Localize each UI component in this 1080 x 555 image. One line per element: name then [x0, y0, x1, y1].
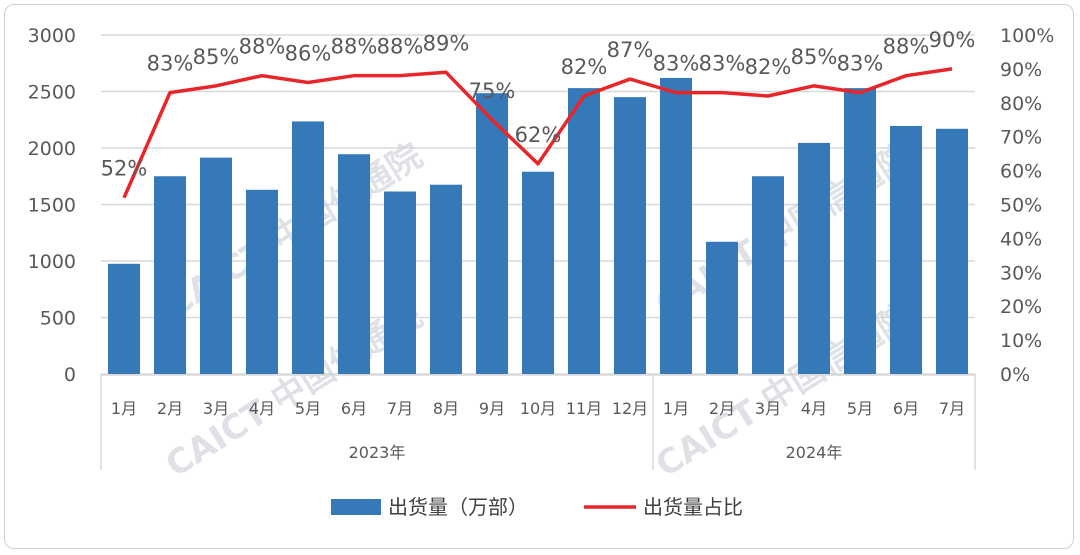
bar — [154, 176, 186, 374]
category-label: 4月 — [249, 399, 275, 418]
category-label: 9月 — [479, 399, 505, 418]
bar — [476, 93, 508, 374]
data-label: 83% — [699, 52, 746, 76]
data-label: 89% — [423, 31, 470, 55]
right-tick-label: 30% — [1000, 262, 1042, 284]
right-tick-label: 0% — [1000, 364, 1030, 386]
bar — [752, 176, 784, 374]
left-tick-label: 1500 — [28, 195, 76, 217]
category-label: 11月 — [566, 399, 602, 418]
left-tick-label: 2500 — [28, 82, 76, 104]
bar — [200, 157, 232, 374]
data-label: 83% — [147, 52, 194, 76]
data-label: 88% — [239, 35, 286, 59]
category-label: 2月 — [709, 399, 735, 418]
right-tick-label: 60% — [1000, 161, 1042, 183]
data-label: 83% — [837, 52, 884, 76]
bar — [798, 142, 830, 374]
bar — [384, 191, 416, 374]
left-tick-label: 1000 — [28, 251, 76, 273]
category-label: 8月 — [433, 399, 459, 418]
category-label: 3月 — [755, 399, 781, 418]
left-tick-label: 0 — [64, 364, 76, 386]
right-tick-label: 40% — [1000, 228, 1042, 250]
data-label: 88% — [377, 35, 424, 59]
category-label: 7月 — [387, 399, 413, 418]
bar — [108, 263, 140, 374]
bar — [522, 171, 554, 374]
data-label: 85% — [791, 45, 838, 69]
right-tick-label: 90% — [1000, 59, 1042, 81]
category-label: 1月 — [111, 399, 137, 418]
bar — [706, 241, 738, 374]
data-label: 62% — [515, 123, 562, 147]
chart-frame — [4, 4, 1074, 549]
data-label: 75% — [469, 79, 516, 103]
category-label: 2月 — [157, 399, 183, 418]
left-tick-label: 3000 — [28, 25, 76, 47]
data-label: 82% — [745, 55, 792, 79]
data-label: 86% — [285, 41, 332, 65]
category-label: 3月 — [203, 399, 229, 418]
bar — [890, 125, 922, 374]
legend-label: 出货量（万部） — [388, 495, 528, 519]
bar — [660, 77, 692, 374]
left-tick-label: 2000 — [28, 138, 76, 160]
right-tick-label: 10% — [1000, 330, 1042, 352]
bar — [614, 97, 646, 375]
bar — [292, 121, 324, 374]
left-tick-label: 500 — [40, 308, 76, 330]
legend-label: 出货量占比 — [643, 495, 743, 519]
group-label: 2024年 — [786, 443, 843, 462]
category-label: 7月 — [939, 399, 965, 418]
data-label: 87% — [607, 38, 654, 62]
bar — [844, 88, 876, 375]
right-tick-label: 50% — [1000, 195, 1042, 217]
data-label: 52% — [101, 157, 148, 181]
category-label: 6月 — [341, 399, 367, 418]
bar — [246, 189, 278, 374]
right-tick-label: 20% — [1000, 296, 1042, 318]
category-label: 1月 — [663, 399, 689, 418]
category-label: 5月 — [847, 399, 873, 418]
data-label: 88% — [331, 35, 378, 59]
data-label: 82% — [561, 55, 608, 79]
data-label: 88% — [883, 35, 930, 59]
bar — [338, 154, 370, 374]
category-label: 12月 — [612, 399, 648, 418]
category-label: 4月 — [801, 399, 827, 418]
bar — [936, 128, 968, 374]
legend-swatch-bar — [331, 499, 381, 515]
group-label: 2023年 — [349, 443, 406, 462]
right-tick-label: 80% — [1000, 93, 1042, 115]
right-tick-label: 100% — [1000, 25, 1054, 47]
category-label: 5月 — [295, 399, 321, 418]
right-tick-label: 70% — [1000, 127, 1042, 149]
data-label: 83% — [653, 52, 700, 76]
bar — [430, 184, 462, 374]
bar — [568, 88, 600, 375]
category-label: 10月 — [520, 399, 556, 418]
data-label: 85% — [193, 45, 240, 69]
data-label: 90% — [929, 28, 976, 52]
category-label: 6月 — [893, 399, 919, 418]
